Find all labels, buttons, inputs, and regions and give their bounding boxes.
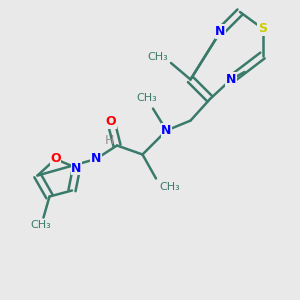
- Text: N: N: [215, 25, 226, 38]
- Text: CH₃: CH₃: [159, 182, 180, 191]
- Text: CH₃: CH₃: [136, 93, 158, 103]
- Text: CH₃: CH₃: [30, 220, 51, 230]
- Text: N: N: [71, 161, 82, 175]
- Text: N: N: [226, 73, 236, 86]
- Text: N: N: [91, 152, 101, 166]
- Text: O: O: [106, 115, 116, 128]
- Text: N: N: [161, 124, 172, 137]
- Text: O: O: [50, 152, 61, 166]
- Text: CH₃: CH₃: [147, 52, 168, 62]
- Text: S: S: [258, 22, 267, 35]
- Text: H: H: [105, 134, 114, 148]
